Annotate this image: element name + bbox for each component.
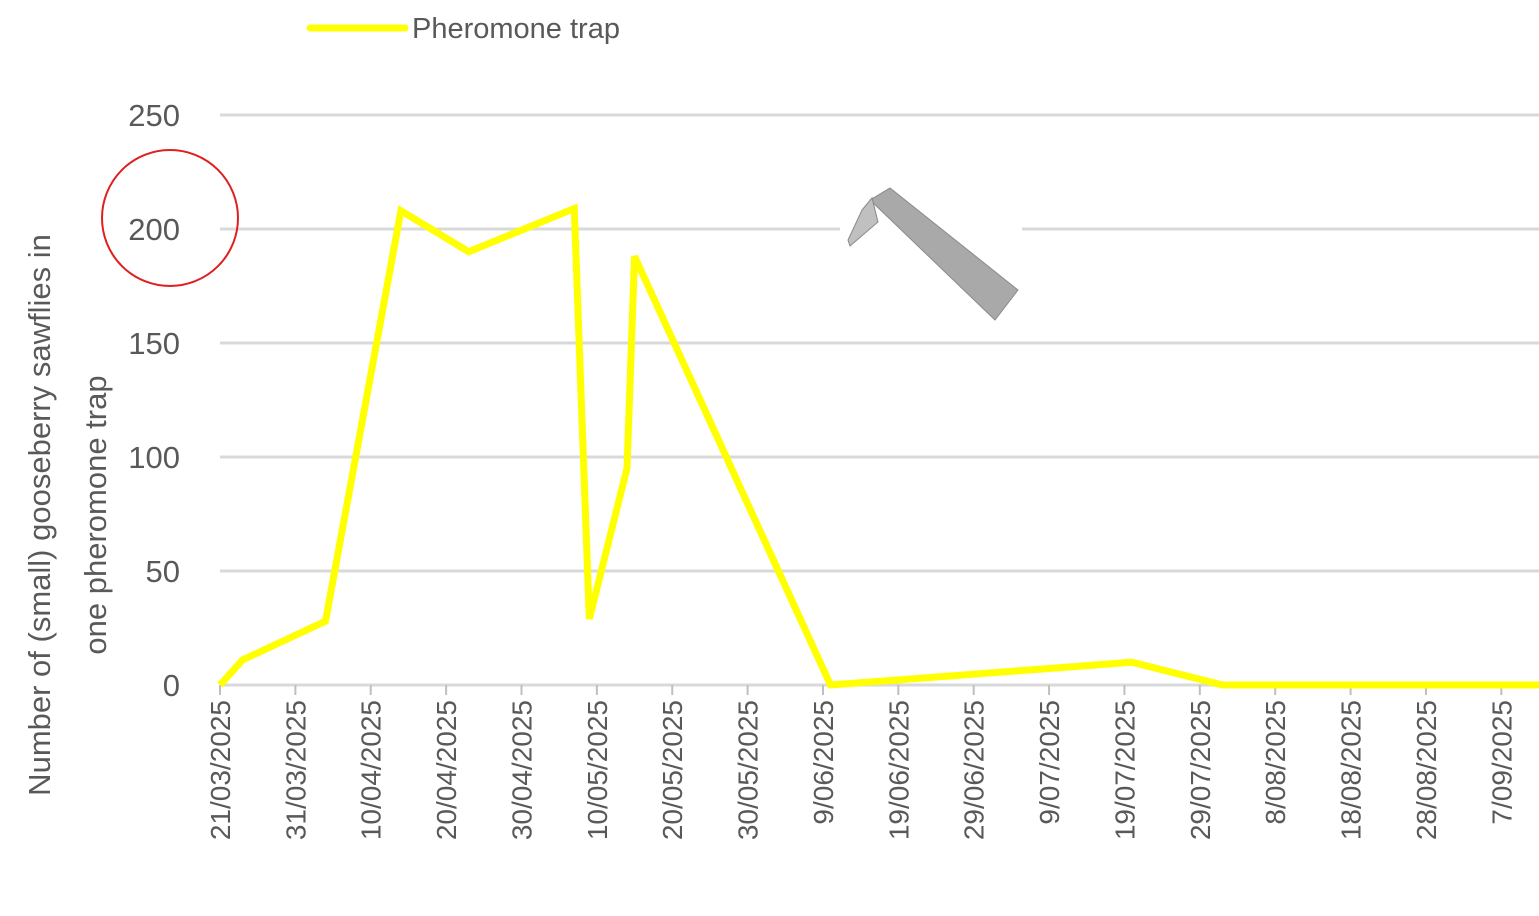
y-tick-label: 200: [128, 212, 180, 247]
x-tick-label: 20/04/2025: [431, 700, 462, 840]
y-axis-title-line: one pheromone trap: [78, 375, 113, 654]
y-tick-label: 250: [128, 98, 180, 133]
x-tick-label: 10/05/2025: [582, 700, 613, 840]
x-tick-label: 18/08/2025: [1336, 700, 1367, 840]
x-tick-label: 28/08/2025: [1411, 700, 1442, 840]
y-tick-label: 0: [163, 668, 180, 703]
y-tick-label: 150: [128, 326, 180, 361]
highlight-circle: [101, 149, 239, 287]
x-tick-label: 8/08/2025: [1260, 700, 1291, 825]
y-axis-title-line: Number of (small) gooseberry sawflies in: [22, 234, 57, 796]
legend-label: Pheromone trap: [412, 13, 620, 45]
y-axis-title: Number of (small) gooseberry sawflies in…: [22, 234, 113, 796]
x-tick-label: 30/05/2025: [733, 700, 764, 840]
x-tick-label: 9/07/2025: [1034, 700, 1065, 825]
trap-cap: [847, 196, 879, 247]
x-tick-label: 30/04/2025: [506, 700, 537, 840]
x-tick-label: 20/05/2025: [657, 700, 688, 840]
x-tick-label: 7/09/2025: [1486, 700, 1517, 825]
x-tick-label: 29/07/2025: [1185, 700, 1216, 840]
trap-body: [869, 187, 1019, 321]
y-tick-label: 100: [128, 440, 180, 475]
data-line: [217, 203, 1539, 689]
x-tick-label: 10/04/2025: [356, 700, 387, 840]
x-tick-label: 19/06/2025: [883, 700, 914, 840]
x-tick-label: 21/03/2025: [205, 700, 236, 840]
y-tick-label: 50: [146, 554, 180, 589]
x-tick-label: 19/07/2025: [1109, 700, 1140, 840]
x-tick-label: 31/03/2025: [280, 700, 311, 840]
x-tick-label: 29/06/2025: [959, 700, 990, 840]
x-tick-label: 9/06/2025: [808, 700, 839, 825]
trap-image: [840, 185, 1022, 325]
